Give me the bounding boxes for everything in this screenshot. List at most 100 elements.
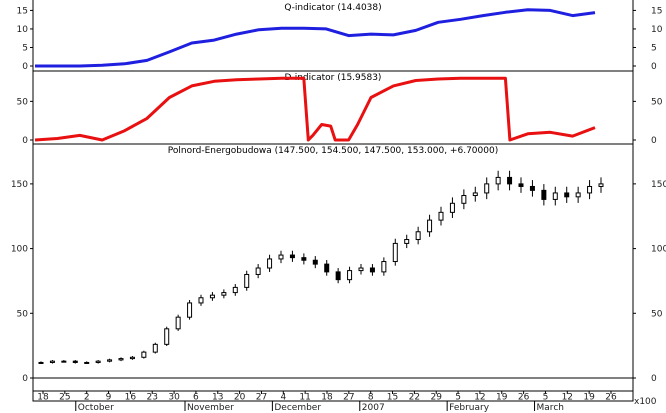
price-ytick-label-left: 50 — [17, 309, 29, 319]
candle-body — [552, 192, 558, 200]
q-indicator-series-line — [35, 8, 596, 68]
date-tick-label: 29 — [431, 393, 443, 403]
date-tick-label: 2 — [84, 393, 90, 403]
month-label: October — [78, 403, 114, 413]
date-tick-label: 25 — [59, 393, 70, 403]
candle-body — [164, 328, 170, 345]
price-panel: Polnord-Energobudowa (147.500, 154.500, … — [11, 146, 666, 384]
date-tick-label: 27 — [343, 393, 354, 403]
d-indicator-title: D-indicator (15.9583) — [285, 73, 382, 83]
price-ytick-label-right: 150 — [651, 180, 666, 190]
q-indicator-panel: Q-indicator (14.4038) 0 0 5 5 10 10 15 15 — [17, 3, 663, 72]
date-tick-label: 12 — [474, 393, 485, 403]
axis-multiplier-note: x100 — [634, 397, 657, 407]
candle-body — [507, 176, 513, 185]
date-tick-label: 5 — [543, 393, 549, 403]
candle-body — [564, 192, 570, 198]
date-tick-label: 19 — [496, 393, 508, 403]
candle-body — [198, 297, 204, 304]
price-ytick-label-right: 50 — [651, 309, 663, 319]
candle-body — [427, 219, 433, 233]
date-tick-label: 11 — [299, 393, 310, 403]
date-tick-label: 15 — [387, 393, 398, 403]
candle-body — [381, 261, 387, 273]
price-ytick-label-left: 100 — [11, 245, 28, 255]
candle-body — [95, 360, 101, 363]
date-tick-label: 13 — [212, 393, 223, 403]
price-ytick-label-left: 150 — [11, 180, 28, 190]
candle-body — [472, 192, 478, 197]
d-indicator-series-line — [34, 76, 596, 142]
candle-body — [598, 183, 604, 187]
date-tick-label: 20 — [234, 393, 246, 403]
d-indicator-ytick-label-right: 50 — [651, 97, 663, 107]
price-ytick-label-right: 100 — [651, 245, 666, 255]
candle-body — [312, 259, 318, 265]
q-indicator-ytick-label-left: 15 — [17, 6, 28, 16]
d-indicator-ytick-label-right: 0 — [651, 136, 657, 146]
date-tick-label: 23 — [147, 393, 158, 403]
candle-body — [232, 286, 238, 294]
date-tick-label: 6 — [193, 393, 199, 403]
date-tick-label: 4 — [280, 393, 286, 403]
candle-body — [118, 358, 124, 361]
month-label: 2007 — [362, 403, 385, 413]
q-indicator-title: Q-indicator (14.4038) — [284, 3, 381, 13]
candle-body — [301, 257, 307, 261]
date-tick-label: 8 — [368, 393, 374, 403]
candle-body — [107, 359, 113, 362]
q-indicator-ytick-label-left: 10 — [17, 25, 29, 35]
candle-body — [267, 258, 273, 269]
price-title: Polnord-Energobudowa (147.500, 154.500, … — [168, 146, 498, 156]
candle-body — [244, 273, 250, 288]
date-tick-label: 19 — [583, 393, 595, 403]
month-label: December — [274, 403, 321, 413]
candle-body — [38, 361, 44, 364]
date-tick-label: 26 — [605, 393, 617, 403]
candle-body — [415, 231, 421, 241]
date-tick-label: 30 — [168, 393, 180, 403]
candle-body — [541, 189, 547, 200]
date-tick-label: 22 — [409, 393, 420, 403]
date-tick-label: 18 — [321, 393, 333, 403]
candle-body — [209, 294, 215, 299]
candle-body — [129, 356, 135, 360]
price-ytick-label-right: 0 — [651, 374, 657, 384]
date-tick-label: 16 — [125, 393, 137, 403]
candle-body — [369, 267, 375, 273]
candle-body — [61, 360, 67, 363]
candle-body — [221, 292, 227, 296]
candle-body — [335, 271, 341, 281]
d-indicator-panel: D-indicator (15.9583) 0 0 50 50 — [17, 73, 663, 146]
candle-body — [529, 185, 535, 191]
candle-body — [255, 267, 261, 275]
candle-body — [575, 192, 581, 198]
candle-body — [84, 361, 90, 364]
candle-body — [404, 239, 410, 244]
candle-body — [518, 183, 524, 187]
candle-body — [72, 360, 78, 363]
candle-body — [449, 202, 455, 213]
date-tick-label: 9 — [106, 393, 112, 403]
candle-body — [175, 316, 181, 330]
d-indicator-ytick-label-left: 0 — [22, 136, 28, 146]
q-indicator-ytick-label-left: 0 — [22, 62, 28, 72]
candle-body — [438, 211, 444, 221]
q-indicator-ytick-label-right: 15 — [651, 6, 662, 16]
q-indicator-ytick-label-right: 0 — [651, 62, 657, 72]
month-label: November — [187, 403, 234, 413]
candle-body — [347, 270, 353, 281]
q-indicator-ytick-label-right: 10 — [651, 25, 663, 35]
candle-body — [49, 360, 55, 363]
q-indicator-ytick-label-right: 5 — [651, 43, 657, 53]
candle-body — [495, 176, 501, 185]
date-tick-label: 27 — [256, 393, 267, 403]
candle-body — [278, 254, 284, 260]
candle-body — [141, 351, 147, 358]
date-axis: 18 25 2 9 16 23 30 6 13 20 27 4 11 18 27 8 15 22 29 5 12 19 26… — [37, 391, 617, 413]
price-ytick-label-left: 0 — [22, 374, 28, 384]
date-tick-label: 12 — [562, 393, 573, 403]
date-tick-label: 5 — [455, 393, 461, 403]
